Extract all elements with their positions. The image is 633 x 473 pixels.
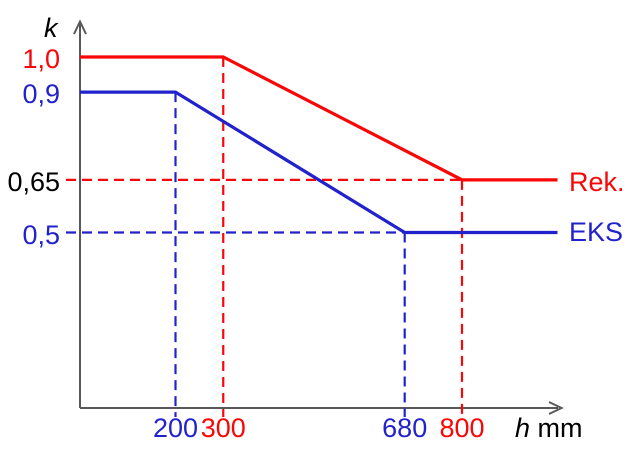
- x-axis-label: h mm: [515, 412, 583, 444]
- series-label-eks: EKS: [569, 217, 624, 247]
- x-axis-unit: mm: [530, 413, 583, 443]
- x-axis-variable: h: [515, 413, 531, 443]
- x-tick-label: 800: [439, 413, 485, 443]
- x-tick-label: 300: [200, 413, 246, 443]
- y-axis-label: k: [44, 13, 58, 43]
- y-tick-label: 0,9: [22, 79, 60, 110]
- y-tick-label: 1,0: [22, 44, 60, 74]
- y-tick-label: 0,5: [22, 219, 60, 250]
- x-tick-label: 200: [152, 413, 199, 443]
- y-tick-label: 0,65: [7, 166, 60, 197]
- series-label-rek: Rek.: [569, 167, 625, 197]
- x-tick-label: 680: [382, 413, 428, 443]
